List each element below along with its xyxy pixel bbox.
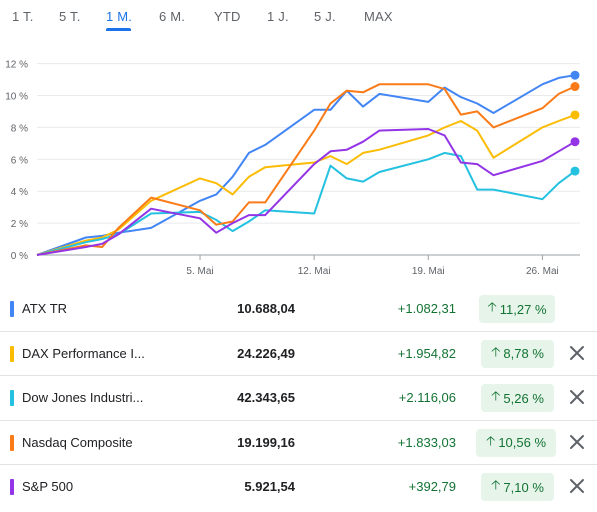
tab-1-month[interactable]: 1 M. [106, 9, 133, 24]
percent-change-badge: 🡡 8,78 % [481, 339, 554, 368]
arrow-up-icon: 🡡 [491, 477, 501, 493]
instrument-row-sp500[interactable]: S&P 500 5.921,54 +392,79 🡡 7,10 % [0, 465, 597, 510]
instrument-change: +392,79 [408, 479, 456, 495]
series-color-swatch [10, 345, 14, 362]
comparison-line-chart[interactable]: 0 % 2 % 4 % 6 % 8 % 10 % 12 % 5. Mai 12. Mai 19. … [0, 34, 597, 284]
close-icon[interactable] [567, 431, 587, 453]
y-tick-label: 6 % [11, 155, 28, 166]
percent-change-badge: 🡡 11,27 % [479, 295, 555, 323]
percent-change-value: 5,26 % [503, 390, 544, 406]
series-color-swatch [10, 479, 14, 496]
series-end-point-5 [570, 137, 580, 147]
x-tick-label: 12. Mai [298, 266, 331, 277]
instrument-value: 5.921,54 [244, 479, 295, 495]
instrument-name: Dow Jones Industri... [22, 390, 144, 406]
percent-change-value: 11,27 % [499, 301, 547, 317]
instrument-row-nasdaq[interactable]: Nasdaq Composite 19.199,16 +1.833,03 🡡 10… [0, 421, 597, 466]
percent-change-badge: 🡡 7,10 % [481, 473, 554, 502]
x-tick-label: 5. Mai [186, 266, 213, 277]
tab-5-years[interactable]: 5 J. [314, 9, 336, 24]
percent-change-badge: 🡡 5,26 % [481, 384, 554, 413]
close-icon[interactable] [567, 475, 587, 497]
percent-change-value: 8,78 % [503, 346, 544, 362]
tab-ytd[interactable]: YTD [214, 9, 241, 24]
series-end-point-2 [570, 110, 580, 120]
instrument-name: Nasdaq Composite [22, 434, 133, 450]
series-line-5 [36, 128, 576, 256]
series-line-3 [36, 151, 576, 256]
series-line-1 [36, 74, 576, 256]
instrument-row-dow-jones[interactable]: Dow Jones Industri... 42.343,65 +2.116,0… [0, 376, 597, 421]
arrow-up-icon: 🡡 [485, 432, 496, 448]
tab-1-day[interactable]: 1 T. [12, 9, 34, 24]
active-tab-indicator [106, 28, 131, 31]
tab-1-year[interactable]: 1 J. [267, 9, 289, 24]
percent-change-value: 10,56 % [498, 435, 547, 451]
instrument-change: +1.954,82 [397, 345, 456, 361]
y-tick-label: 2 % [11, 219, 28, 230]
arrow-up-icon: 🡡 [491, 388, 501, 404]
series-color-swatch [10, 301, 14, 317]
arrow-up-icon: 🡡 [487, 299, 497, 314]
y-tick-label: 12 % [5, 60, 28, 71]
instrument-list: ATX TR 10.688,04 +1.082,31 🡡 11,27 % DAX … [0, 287, 597, 510]
y-tick-label: 10 % [5, 91, 28, 102]
series-color-swatch [10, 434, 14, 451]
instrument-change: +1.082,31 [397, 301, 456, 316]
y-tick-label: 8 % [11, 123, 28, 134]
instrument-change: +2.116,06 [398, 390, 456, 406]
series-color-swatch [10, 390, 14, 407]
instrument-value: 42.343,65 [237, 390, 295, 406]
series-line-4 [36, 83, 576, 256]
tab-6-months[interactable]: 6 M. [159, 9, 186, 24]
instrument-change: +1.833,03 [397, 434, 456, 450]
y-tick-label: 0 % [11, 251, 28, 262]
series-end-point-1 [570, 70, 580, 80]
close-icon[interactable] [567, 386, 587, 408]
tab-max[interactable]: MAX [364, 9, 393, 24]
arrow-up-icon: 🡡 [491, 343, 501, 359]
instrument-name: S&P 500 [22, 479, 74, 495]
instrument-value: 19.199,16 [237, 434, 295, 450]
instrument-name: ATX TR [22, 301, 68, 316]
series-line-2 [36, 113, 576, 256]
time-range-tabs: 1 T. 5 T. 1 M. 6 M. YTD 1 J. 5 J. MAX [0, 0, 597, 34]
x-tick-label: 26. Mai [526, 266, 559, 277]
y-tick-label: 4 % [11, 187, 28, 198]
series-end-point-4 [570, 82, 580, 92]
close-icon[interactable] [567, 342, 587, 364]
instrument-value: 24.226,49 [237, 345, 295, 361]
percent-change-value: 7,10 % [503, 479, 544, 495]
instrument-value: 10.688,04 [237, 301, 295, 316]
tab-5-days[interactable]: 5 T. [59, 9, 81, 24]
instrument-name: DAX Performance I... [22, 345, 145, 361]
x-tick-label: 19. Mai [412, 266, 445, 277]
instrument-row-atx-tr[interactable]: ATX TR 10.688,04 +1.082,31 🡡 11,27 % [0, 287, 597, 332]
instrument-row-dax[interactable]: DAX Performance I... 24.226,49 +1.954,82… [0, 332, 597, 377]
series-end-point-3 [570, 166, 580, 176]
percent-change-badge: 🡡 10,56 % [476, 428, 556, 457]
